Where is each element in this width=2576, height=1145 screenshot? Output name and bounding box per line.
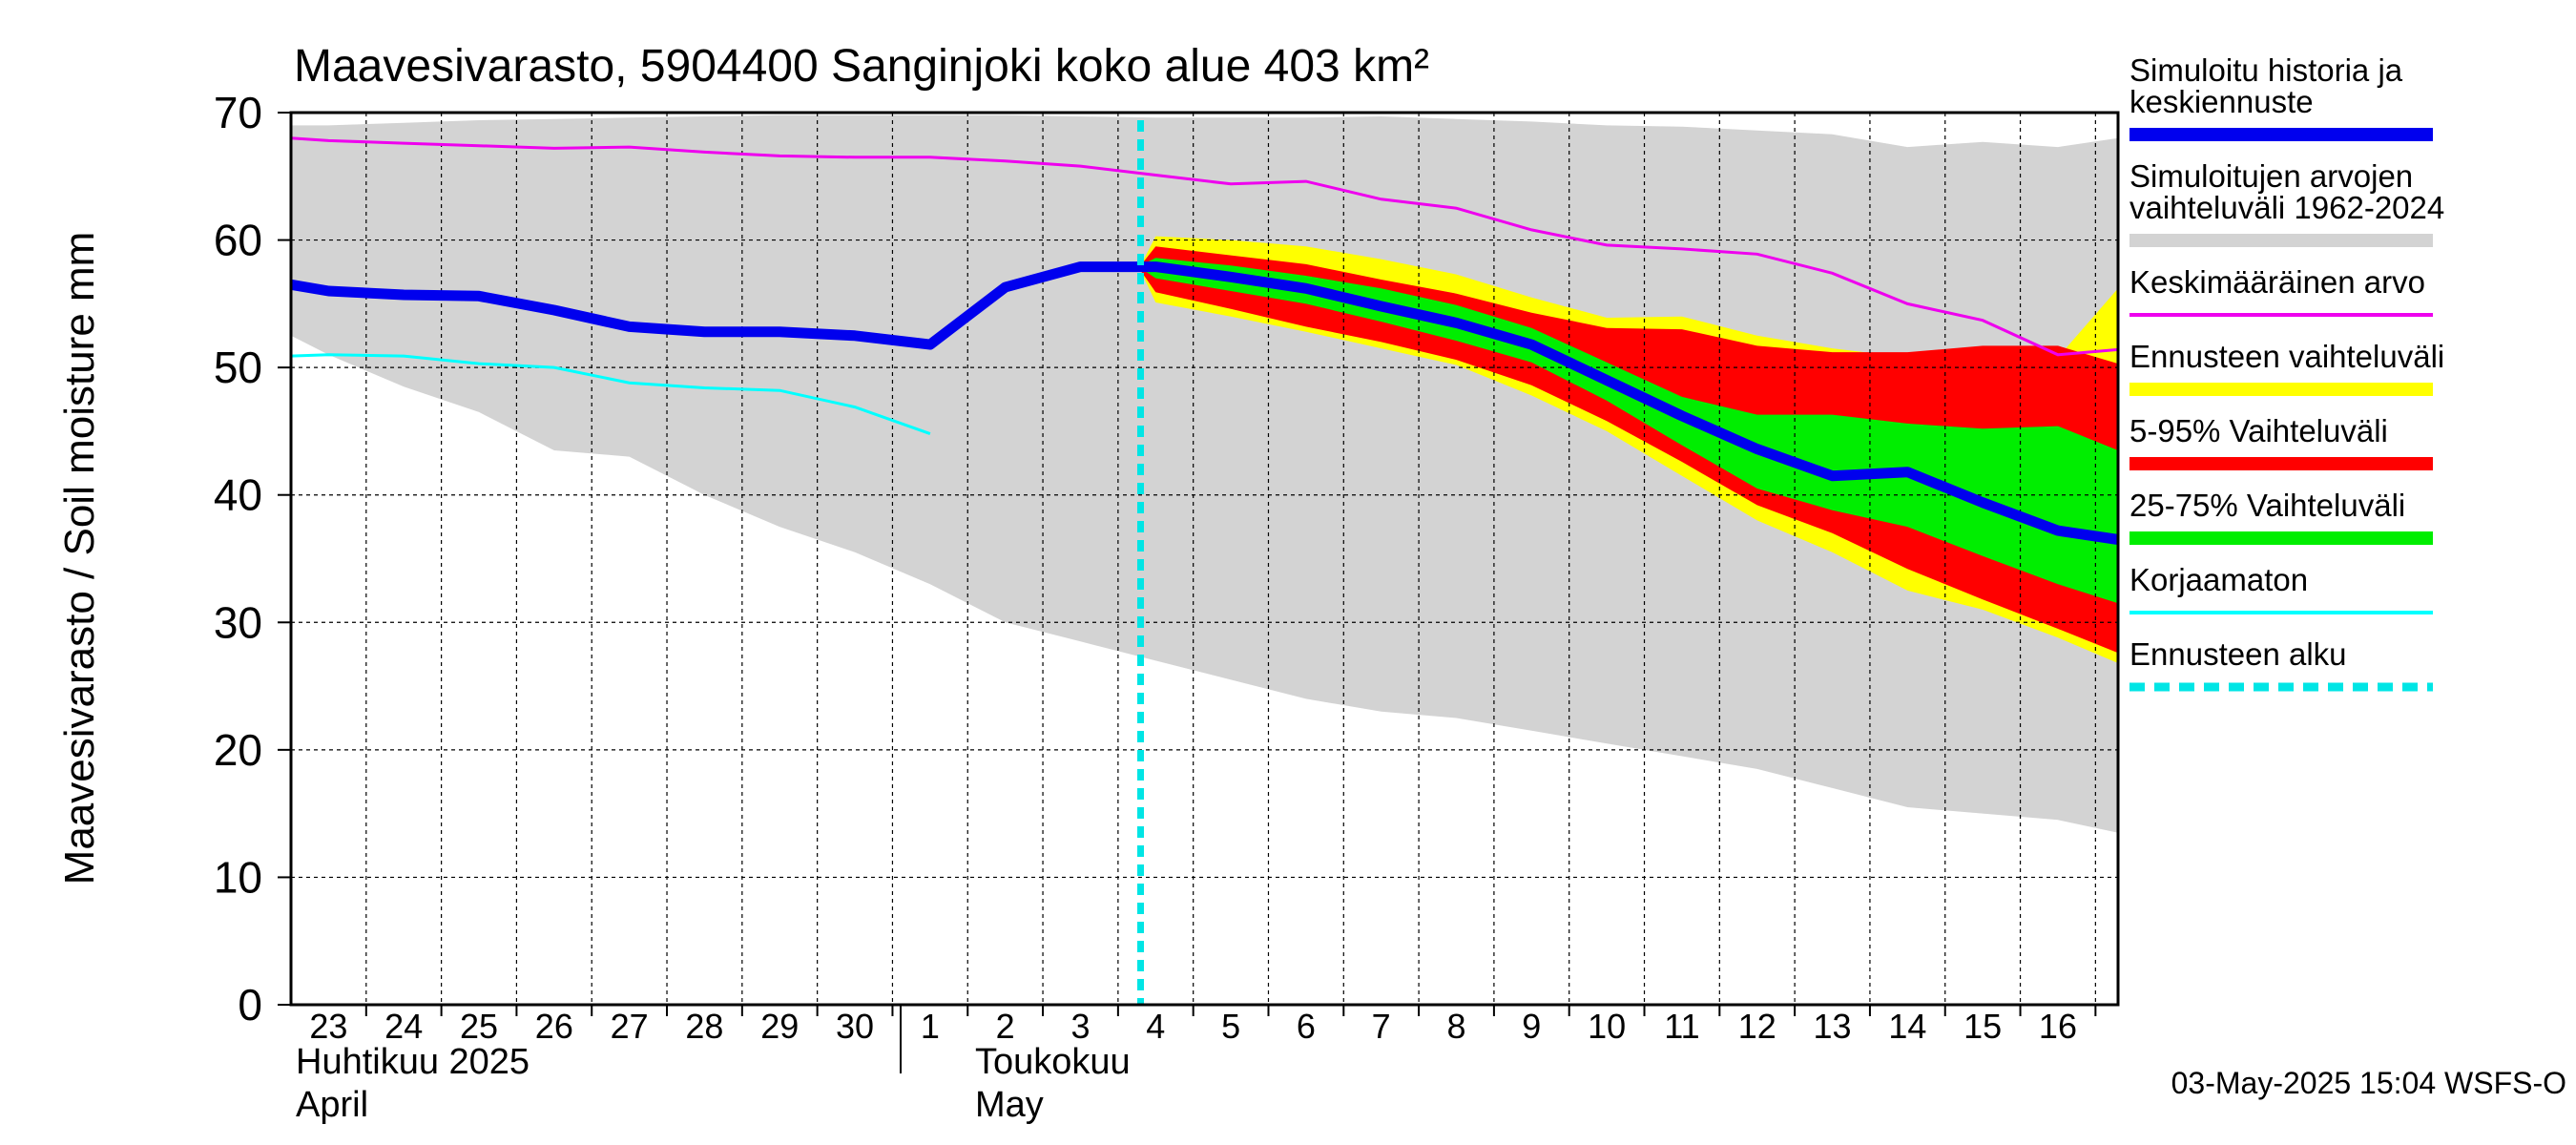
y-tick-label: 50 — [214, 343, 262, 392]
legend-label: Ennusteen alku — [2129, 636, 2347, 672]
y-tick-label: 70 — [214, 88, 262, 137]
legend-item-forecast_start: Ennusteen alku — [2129, 636, 2433, 692]
forecast-range-band — [1140, 236, 2118, 663]
mean-line — [290, 136, 2119, 357]
x-tick-label: 13 — [1814, 1007, 1852, 1046]
uncorrected-line — [290, 353, 931, 436]
x-tick-label: 30 — [836, 1007, 874, 1046]
historical-range-band — [291, 114, 2118, 833]
legend-label: Korjaamaton — [2129, 562, 2308, 597]
month-label-april-fi: Huhtikuu 2025 — [296, 1042, 530, 1082]
legend: Simuloitu historia jakeskiennusteSimuloi… — [2129, 52, 2444, 692]
x-axis: 23 24 25 26 27 28 29 30 1 2 3 4 5 6 7 8 9 10 11 12 13 14 15 16 — [309, 1005, 2097, 1046]
grid-lines — [291, 113, 2118, 1005]
x-tick-label: 16 — [2039, 1007, 2077, 1046]
x-tick-label: 28 — [685, 1007, 723, 1046]
legend-item-uncorrected: Korjaamaton — [2129, 562, 2433, 614]
x-tick-label: 27 — [611, 1007, 649, 1046]
y-tick-label: 20 — [214, 725, 262, 775]
month-label-may-en: May — [975, 1085, 1044, 1125]
legend-label: Keskimääräinen arvo — [2129, 264, 2425, 300]
legend-label: Ennusteen vaihteluväli — [2129, 339, 2444, 374]
chart-title: Maavesivarasto, 5904400 Sanginjoki koko … — [294, 41, 1429, 92]
x-tick-label: 29 — [760, 1007, 799, 1046]
legend-label: vaihteluväli 1962-2024 — [2129, 190, 2444, 225]
x-tick-label: 6 — [1297, 1007, 1316, 1046]
timestamp: 03-May-2025 15:04 WSFS-O — [2171, 1066, 2566, 1100]
legend-label: 25-75% Vaihteluväli — [2129, 488, 2405, 523]
x-tick-label: 10 — [1588, 1007, 1626, 1046]
y-tick-label: 10 — [214, 852, 262, 902]
x-tick-label: 14 — [1888, 1007, 1926, 1046]
x-tick-label: 4 — [1146, 1007, 1165, 1046]
legend-item-mean: Keskimääräinen arvo — [2129, 264, 2433, 317]
x-tick-label: 25 — [460, 1007, 498, 1046]
y-tick-label: 40 — [214, 470, 262, 520]
month-label-april-en: April — [296, 1085, 368, 1125]
x-tick-label: 3 — [1070, 1007, 1090, 1046]
p25-75-band — [1140, 258, 2118, 604]
x-tick-label: 1 — [921, 1007, 940, 1046]
x-tick-label: 8 — [1446, 1007, 1465, 1046]
legend-label: Simuloitu historia ja — [2129, 52, 2403, 88]
p5-95-band — [1140, 246, 2118, 654]
legend-label: 5-95% Vaihteluväli — [2129, 413, 2388, 448]
history-forecast-line — [290, 261, 2119, 545]
y-axis-label: Maavesivarasto / Soil moisture mm — [56, 232, 103, 885]
legend-item-p25_75: 25-75% Vaihteluväli — [2129, 488, 2433, 545]
legend-item-ens_range: Ennusteen vaihteluväli — [2129, 339, 2444, 396]
month-label-may-fi: Toukokuu — [975, 1042, 1131, 1082]
y-tick-label: 60 — [214, 216, 262, 265]
y-tick-label: 30 — [214, 597, 262, 647]
x-tick-label: 23 — [309, 1007, 347, 1046]
legend-label: Simuloitujen arvojen — [2129, 158, 2413, 194]
x-tick-label: 12 — [1738, 1007, 1776, 1046]
y-axis: 0 10 20 30 40 50 60 70 — [214, 88, 291, 1030]
plot-frame — [289, 111, 2120, 1007]
x-tick-label: 11 — [1664, 1007, 1699, 1046]
x-tick-label: 2 — [996, 1007, 1015, 1046]
x-tick-label: 5 — [1221, 1007, 1240, 1046]
x-tick-label: 15 — [1963, 1007, 2002, 1046]
x-tick-label: 26 — [535, 1007, 573, 1046]
x-tick-label: 7 — [1372, 1007, 1391, 1046]
legend-label: keskiennuste — [2129, 84, 2314, 119]
x-tick-label: 24 — [384, 1007, 423, 1046]
x-tick-label: 9 — [1522, 1007, 1541, 1046]
y-tick-label: 0 — [238, 980, 262, 1030]
legend-item-p5_95: 5-95% Vaihteluväli — [2129, 413, 2433, 470]
